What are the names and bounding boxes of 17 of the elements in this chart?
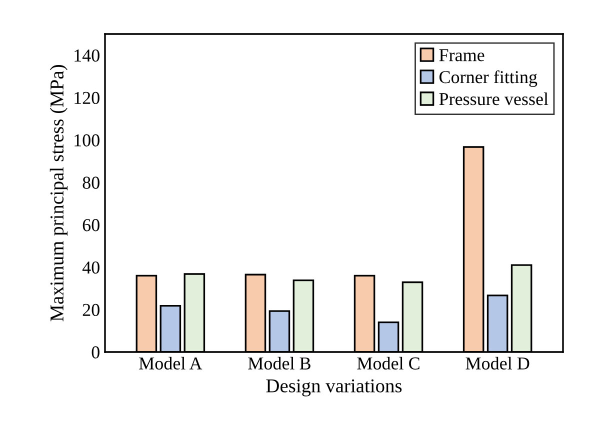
x-tick-label: Model D [466,356,530,370]
y-tick-label: 40 [82,261,100,274]
y-tick-label: 20 [82,304,100,316]
legend-label: Corner fitting [439,70,538,87]
legend-label: Pressure vessel [439,92,548,106]
y-tick-label: 100 [74,134,100,146]
y-tick-label: 60 [82,219,100,232]
y-tick-label: 0 [92,346,100,358]
x-axis-title: Design variations [266,379,402,396]
y-tick-label: 120 [74,92,100,104]
y-tick-label: 80 [82,176,100,189]
x-tick-label: Model B [248,356,310,370]
y-axis-title: Maximum principal stress (MPa) [50,65,68,322]
x-tick-label: Model A [139,356,202,370]
legend-label: Frame [439,49,484,62]
y-tick-label: 140 [74,49,100,62]
x-tick-label: Model C [357,356,420,370]
